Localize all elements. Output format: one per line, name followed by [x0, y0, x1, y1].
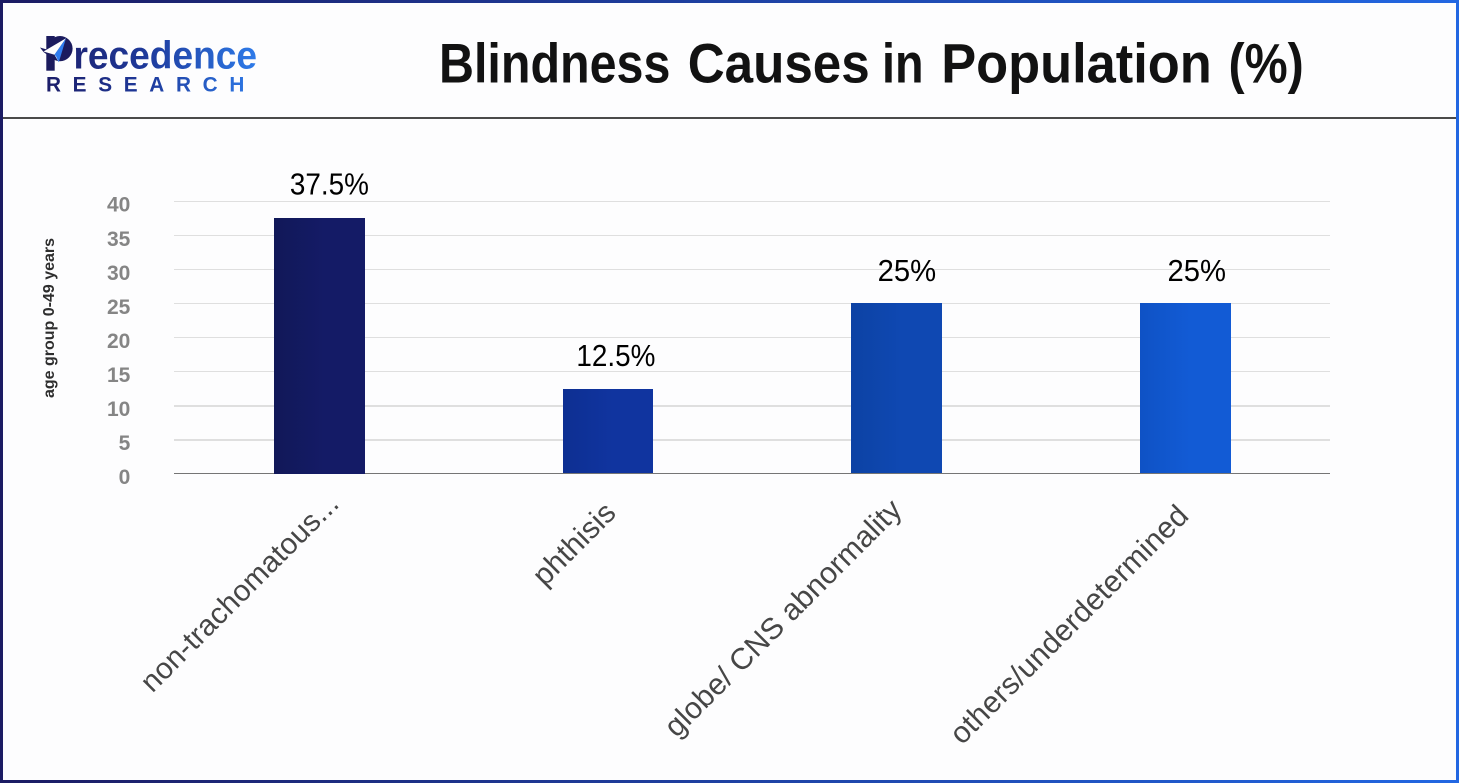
svg-text:recedence: recedence	[74, 35, 258, 78]
svg-text:0: 0	[119, 466, 131, 489]
svg-text:35: 35	[107, 228, 131, 251]
svg-text:37.5%: 37.5%	[290, 167, 369, 202]
svg-text:25: 25	[107, 296, 131, 319]
svg-text:Population: Population	[941, 32, 1212, 95]
svg-text:10: 10	[107, 398, 130, 421]
svg-text:RESEARCH: RESEARCH	[46, 74, 256, 97]
svg-text:25%: 25%	[1168, 253, 1227, 288]
svg-text:Causes: Causes	[688, 32, 870, 95]
svg-text:30: 30	[107, 262, 130, 285]
svg-text:20: 20	[107, 330, 130, 353]
svg-text:15: 15	[107, 364, 131, 387]
svg-text:40: 40	[107, 194, 130, 217]
svg-text:Blindness: Blindness	[439, 32, 670, 95]
svg-text:12.5%: 12.5%	[576, 338, 655, 373]
svg-text:(%): (%)	[1229, 32, 1304, 95]
svg-text:5: 5	[119, 432, 131, 455]
svg-text:in: in	[882, 32, 924, 95]
svg-text:25%: 25%	[878, 253, 937, 288]
